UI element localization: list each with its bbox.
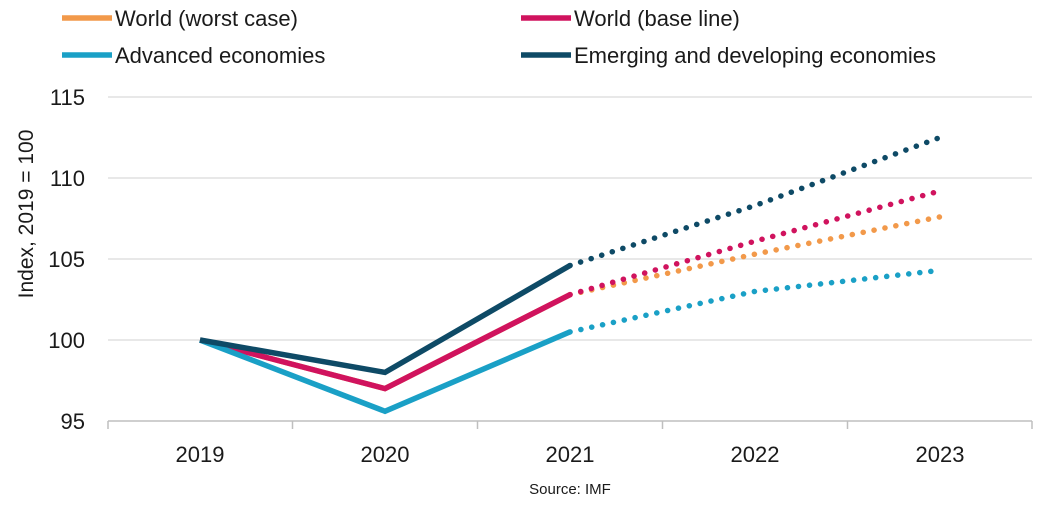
series-world-worst-case: [199, 214, 943, 392]
series-advanced-economies: [199, 267, 943, 415]
y-tick-label: 105: [48, 247, 85, 272]
legend-item: Emerging and developing economies: [521, 43, 936, 68]
x-tick-label: 2020: [361, 442, 410, 467]
y-tick-label: 95: [61, 409, 85, 434]
y-axis-label: Index, 2019 = 100: [15, 130, 38, 299]
y-tick-label: 115: [50, 85, 85, 110]
legend-label: Emerging and developing economies: [574, 43, 936, 68]
legend-label: Advanced economies: [115, 43, 325, 68]
series-projection-line: [567, 134, 943, 269]
x-tick-label: 2023: [916, 442, 965, 467]
y-axis: 95 100 105 110 115: [48, 85, 85, 434]
source-note: Source: IMF: [529, 481, 611, 498]
gridlines: [108, 96, 1032, 341]
legend-item: World (base line): [521, 6, 740, 31]
y-tick-label: 100: [48, 328, 85, 353]
legend-label: World (worst case): [115, 6, 298, 31]
series-emerging-and-developing-economies: [199, 134, 943, 376]
x-tick-label: 2019: [176, 442, 225, 467]
legend-item: Advanced economies: [62, 43, 325, 68]
legend-item: World (worst case): [62, 6, 298, 31]
series-projection-line: [567, 267, 943, 335]
x-axis-ticks: 2019 2020 2021 2022 2023: [176, 442, 965, 467]
x-axis: [107, 420, 1033, 429]
x-tick-label: 2021: [546, 442, 595, 467]
series-projection-line: [567, 214, 943, 298]
series-actual-line: [199, 263, 572, 376]
legend: World (worst case) World (base line) Advan…: [62, 6, 936, 68]
y-tick-label: 110: [50, 166, 85, 191]
series-actual-line: [199, 292, 572, 392]
series-lines: [199, 134, 943, 415]
legend-label: World (base line): [574, 6, 740, 31]
series-world-base-line: [199, 188, 943, 392]
x-tick-label: 2022: [731, 442, 780, 467]
series-projection-line: [567, 188, 943, 298]
series-actual-line: [199, 329, 572, 415]
